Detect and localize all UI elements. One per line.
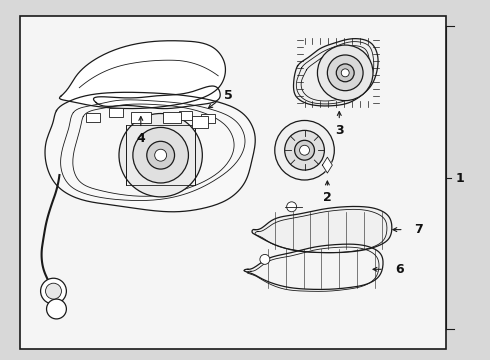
Text: 7: 7 — [414, 223, 422, 236]
Text: 3: 3 — [335, 124, 343, 137]
Polygon shape — [45, 92, 255, 212]
Bar — [131, 112, 151, 123]
Circle shape — [327, 55, 363, 91]
Polygon shape — [252, 206, 392, 253]
Circle shape — [47, 299, 66, 319]
Circle shape — [155, 149, 167, 161]
Polygon shape — [322, 157, 332, 173]
Text: 2: 2 — [323, 192, 332, 204]
Circle shape — [285, 130, 324, 170]
Bar — [126, 125, 196, 185]
Polygon shape — [294, 39, 378, 106]
Polygon shape — [244, 244, 383, 289]
Circle shape — [275, 121, 334, 180]
Circle shape — [299, 145, 310, 155]
Bar — [201, 113, 215, 123]
Bar — [178, 111, 193, 121]
Circle shape — [147, 141, 174, 169]
Circle shape — [119, 113, 202, 197]
Polygon shape — [94, 86, 220, 109]
Bar — [193, 117, 208, 129]
Text: 5: 5 — [224, 89, 233, 102]
Text: 4: 4 — [136, 132, 145, 145]
Bar — [163, 112, 180, 123]
Bar — [109, 108, 123, 117]
Circle shape — [341, 69, 349, 77]
Circle shape — [287, 202, 296, 212]
Circle shape — [46, 283, 61, 299]
Circle shape — [133, 127, 189, 183]
Circle shape — [260, 255, 270, 264]
Bar — [86, 113, 100, 122]
Circle shape — [41, 278, 66, 304]
Text: 1: 1 — [456, 171, 465, 185]
Circle shape — [294, 140, 315, 160]
Circle shape — [336, 64, 354, 82]
Circle shape — [318, 45, 373, 100]
Text: 6: 6 — [395, 263, 403, 276]
FancyBboxPatch shape — [20, 16, 446, 349]
Polygon shape — [59, 41, 225, 109]
